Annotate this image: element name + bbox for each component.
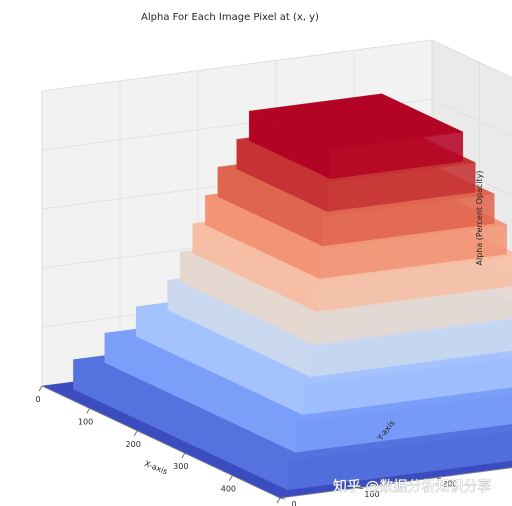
y-tick-label: 0 — [291, 500, 296, 506]
x-tick — [38, 385, 43, 392]
x-axis-label: X-axis — [143, 459, 169, 476]
x-tick-label: 0 — [35, 395, 40, 404]
y-tick — [435, 477, 442, 479]
x-tick — [181, 452, 186, 459]
x-tick — [133, 430, 138, 437]
x-tick — [229, 475, 233, 481]
y-tick-label: 200 — [442, 480, 457, 489]
y-axis-line — [279, 467, 512, 499]
z-axis-label: Alpha (Percent Opacity) — [475, 171, 484, 266]
chart-title: Alpha For Each Image Pixel at (x, y) — [141, 12, 319, 23]
terrace-side-face — [287, 430, 512, 491]
terrace-side-face — [310, 320, 512, 378]
x-tick-label: 400 — [221, 485, 236, 494]
y-tick — [357, 487, 364, 490]
terrace-side-face — [295, 394, 512, 453]
surface-terrace — [248, 93, 464, 180]
y-tick-label: 100 — [364, 490, 379, 499]
terrace-side-face — [316, 256, 512, 312]
x-tick-label: 200 — [126, 440, 141, 449]
x-tick-label: 300 — [173, 462, 188, 471]
terrace-side-face — [302, 357, 512, 415]
surface-plot — [41, 93, 512, 499]
terrace-top-face — [248, 93, 464, 150]
axis-ticks: 010020030040050001002003004005000.00.20.… — [35, 385, 512, 506]
terrace-side-face — [313, 288, 512, 345]
x-tick — [276, 497, 281, 504]
x-tick-label: 100 — [78, 417, 93, 426]
gridline-z — [41, 98, 512, 151]
y-tick — [279, 497, 286, 500]
x-tick — [86, 408, 90, 414]
gridline-z — [41, 39, 512, 92]
x-axis-line — [41, 385, 281, 499]
watermark-text: 知乎 @数据分析知识分享 — [333, 478, 491, 495]
